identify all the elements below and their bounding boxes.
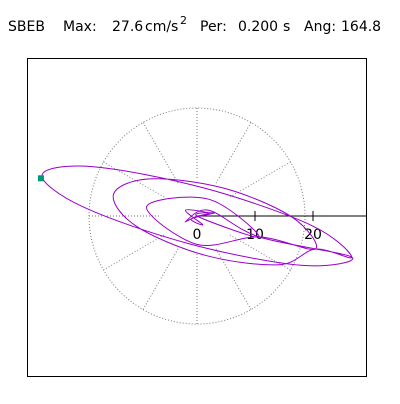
spoke bbox=[103, 161, 165, 198]
spoke bbox=[215, 248, 252, 310]
max-unit-exponent: 2 bbox=[180, 14, 187, 27]
trajectory bbox=[41, 165, 354, 267]
spoke bbox=[142, 122, 179, 184]
spoke bbox=[103, 234, 165, 271]
period-value: 0.200 bbox=[238, 19, 278, 35]
period-unit: s bbox=[283, 19, 290, 35]
max-unit: cm/s bbox=[145, 19, 178, 35]
max-value: 27.6 bbox=[112, 19, 143, 35]
angle-value: 164.8 bbox=[341, 19, 381, 35]
period-label: Per: bbox=[200, 19, 227, 35]
plot-frame bbox=[27, 58, 367, 377]
max-label: Max: bbox=[63, 19, 97, 35]
spoke bbox=[142, 248, 179, 310]
station: SBEB bbox=[8, 19, 45, 35]
angle-label: Ang: bbox=[304, 19, 336, 35]
peak-marker bbox=[37, 175, 44, 182]
spoke bbox=[215, 122, 252, 184]
x-tick-label: 20 bbox=[304, 227, 322, 243]
x-tick-label: 0 bbox=[193, 227, 202, 243]
spoke bbox=[229, 161, 291, 198]
